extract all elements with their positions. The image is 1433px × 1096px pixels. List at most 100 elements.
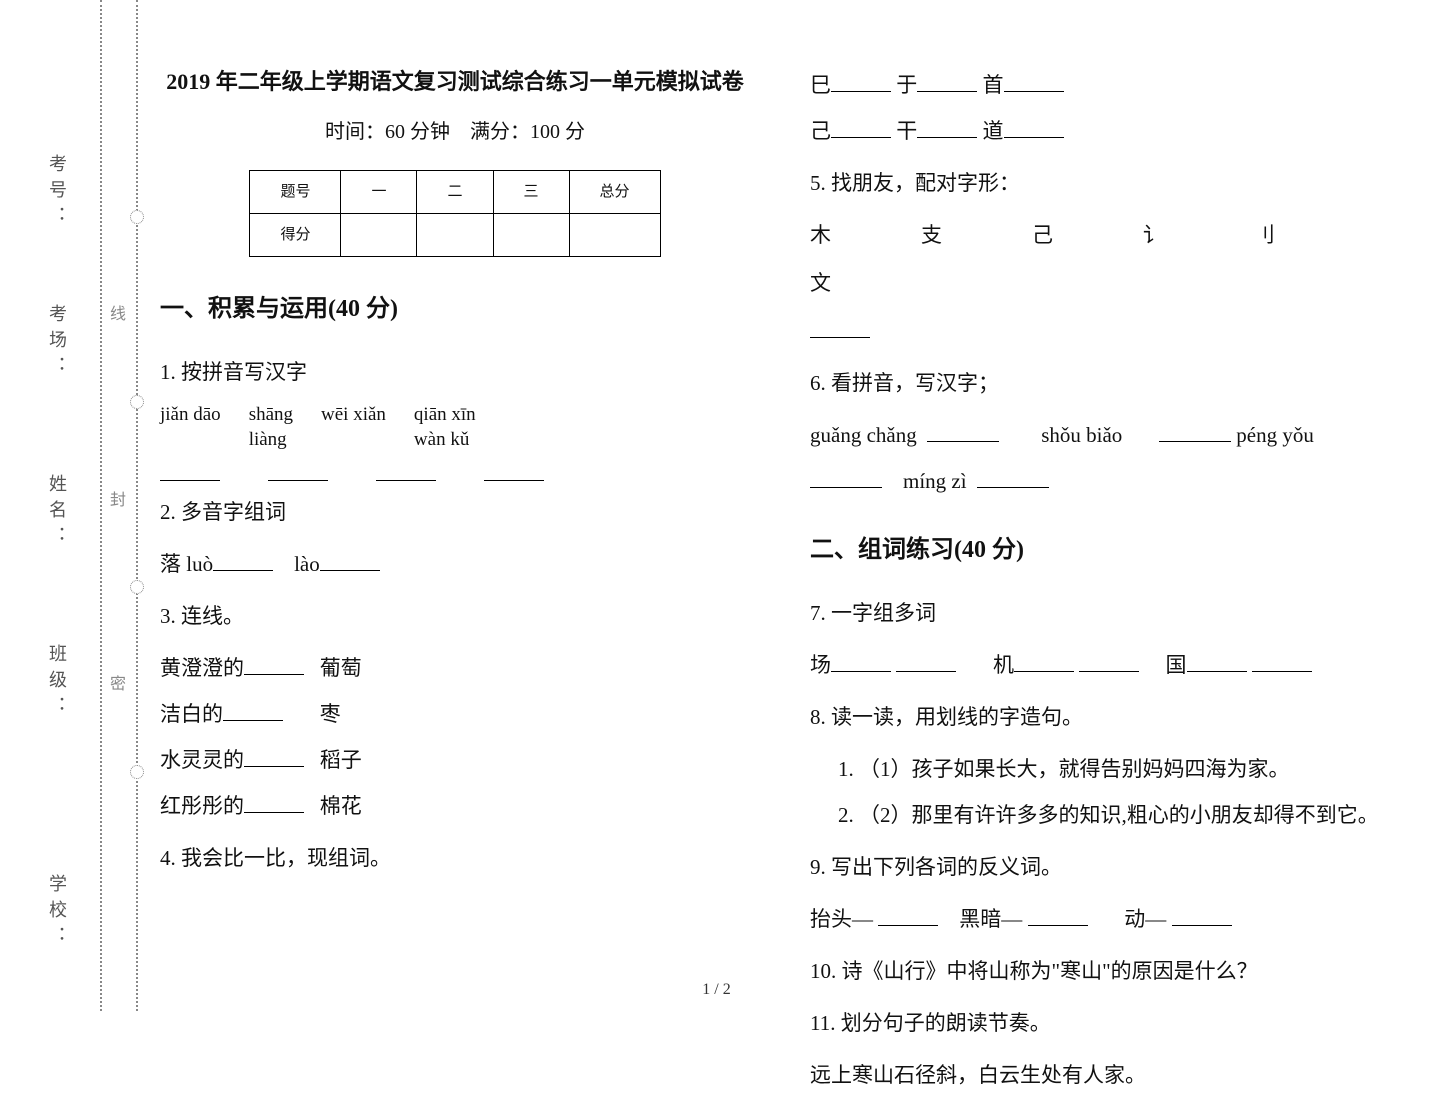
q8-title: 8. 读一读，用划线的字造句。 — [810, 696, 1400, 738]
dotted-line-right — [136, 0, 138, 1011]
pinyin-cell: jiǎn dāo — [160, 403, 221, 452]
pinyin-cell: qiān xīn wàn kǔ — [414, 403, 476, 452]
q6-line2: míng zì — [810, 460, 1400, 502]
q7-char: 场 — [810, 653, 831, 677]
q1-blanks — [160, 458, 750, 481]
q2-line: 落 luò lào — [160, 543, 750, 585]
score-col: 二 — [417, 171, 493, 214]
answer-blank[interactable] — [1014, 649, 1074, 672]
pinyin: jiǎn dāo — [160, 403, 221, 428]
binding-label-banji: 班级： — [44, 640, 70, 726]
score-row-label: 题号 — [250, 171, 341, 214]
answer-blank[interactable] — [810, 315, 870, 338]
q6-pinyin: guǎng chǎng — [810, 423, 917, 447]
pinyin: liàng — [249, 428, 293, 453]
q9-title: 9. 写出下列各词的反义词。 — [810, 846, 1400, 888]
exam-title: 2019 年二年级上学期语文复习测试综合练习一单元模拟试卷 — [160, 60, 750, 104]
strip-char-mi: 密 — [110, 670, 126, 694]
q7-line: 场 机 国 — [810, 644, 1400, 686]
pinyin: wēi xiǎn — [321, 403, 386, 428]
binding-label-kaohao: 考号： — [44, 150, 70, 236]
q3-left: 黄澄澄的 — [160, 656, 244, 680]
q4-char: 己 — [810, 119, 831, 143]
q5-char: 支 — [921, 214, 942, 256]
section-1-title: 一、积累与运用(40 分) — [160, 285, 750, 333]
q3-pair: 水灵灵的 稻子 — [160, 739, 750, 781]
binding-label-kaochang: 考场： — [44, 300, 70, 386]
page-content: 2019 年二年级上学期语文复习测试综合练习一单元模拟试卷 时间：60 分钟 满… — [160, 60, 1400, 960]
q5-char: 文 — [810, 262, 831, 304]
answer-blank[interactable] — [1004, 115, 1064, 138]
answer-blank[interactable] — [917, 115, 977, 138]
q11-line: 远上寒山石径斜，白云生处有人家。 — [810, 1054, 1400, 1096]
dotted-line-left — [100, 0, 102, 1011]
answer-blank[interactable] — [213, 548, 273, 571]
answer-blank[interactable] — [1079, 649, 1139, 672]
table-row: 得分 — [250, 214, 660, 257]
q9-item: 黑暗— — [959, 907, 1022, 931]
q3-right: 棉花 — [320, 794, 362, 818]
score-cell[interactable] — [417, 214, 493, 257]
answer-blank[interactable] — [1028, 903, 1088, 926]
page-number: 1 / 2 — [702, 981, 730, 999]
q3-left: 水灵灵的 — [160, 748, 244, 772]
answer-blank[interactable] — [1187, 649, 1247, 672]
q4-row: 巳 于 首 — [810, 64, 1400, 106]
pinyin: wàn kǔ — [414, 428, 476, 453]
q3-pair: 黄澄澄的 葡萄 — [160, 647, 750, 689]
binding-label-xingming: 姓名： — [44, 470, 70, 556]
q7-char: 机 — [993, 653, 1014, 677]
q3-right: 葡萄 — [320, 656, 362, 680]
answer-blank[interactable] — [1172, 903, 1232, 926]
q1-pinyin-row: jiǎn dāo shāng liàng wēi xiǎn qiān xīn w… — [160, 403, 750, 452]
binding-circle — [130, 580, 144, 594]
q1-title: 1. 按拼音写汉字 — [160, 351, 750, 393]
q3-title: 3. 连线。 — [160, 595, 750, 637]
score-col: 三 — [493, 171, 569, 214]
answer-blank[interactable] — [831, 115, 891, 138]
q6-pinyin: míng zì — [903, 469, 967, 493]
answer-blank[interactable] — [244, 744, 304, 767]
answer-blank[interactable] — [244, 790, 304, 813]
answer-blank[interactable] — [223, 698, 283, 721]
answer-blank[interactable] — [160, 458, 220, 481]
q6-pinyin: péng yǒu — [1236, 423, 1314, 447]
answer-blank[interactable] — [376, 458, 436, 481]
answer-blank[interactable] — [878, 903, 938, 926]
right-column: 巳 于 首 己 干 道 5. 找朋友，配对字形： 木 支 己 讠 刂 文 6. … — [810, 60, 1400, 960]
q11-title: 11. 划分句子的朗读节奏。 — [810, 1002, 1400, 1044]
q7-char: 国 — [1166, 653, 1187, 677]
answer-blank[interactable] — [320, 548, 380, 571]
answer-blank[interactable] — [810, 465, 882, 488]
answer-blank[interactable] — [896, 649, 956, 672]
answer-blank[interactable] — [927, 419, 999, 442]
answer-blank[interactable] — [917, 69, 977, 92]
q5-char: 讠 — [1143, 214, 1164, 256]
q9-item: 动— — [1124, 907, 1166, 931]
score-cell[interactable] — [493, 214, 569, 257]
q8-line2: 2. （2）那里有许许多多的知识,粗心的小朋友却得不到它。 — [810, 794, 1400, 836]
score-cell[interactable] — [341, 214, 417, 257]
answer-blank[interactable] — [484, 458, 544, 481]
answer-blank[interactable] — [244, 652, 304, 675]
section-2-title: 二、组词练习(40 分) — [810, 526, 1400, 574]
q5-char: 己 — [1032, 214, 1053, 256]
binding-circle — [130, 210, 144, 224]
answer-blank[interactable] — [1004, 69, 1064, 92]
q5-char: 木 — [810, 214, 831, 256]
binding-strip: 线 封 密 考号： 考场： 姓名： 班级： 学校： — [48, 0, 138, 1011]
score-table: 题号 一 二 三 总分 得分 — [249, 170, 660, 257]
answer-blank[interactable] — [831, 69, 891, 92]
answer-blank[interactable] — [268, 458, 328, 481]
answer-blank[interactable] — [1159, 419, 1231, 442]
exam-subtitle: 时间：60 分钟 满分：100 分 — [160, 112, 750, 152]
pinyin-cell: shāng liàng — [249, 403, 293, 452]
q2-a: 落 luò — [160, 552, 213, 576]
answer-blank[interactable] — [1252, 649, 1312, 672]
time-label: 时间：60 分钟 — [325, 121, 450, 143]
q9-line: 抬头— 黑暗— 动— — [810, 898, 1400, 940]
q4-title: 4. 我会比一比，现组词。 — [160, 837, 750, 879]
answer-blank[interactable] — [977, 465, 1049, 488]
answer-blank[interactable] — [831, 649, 891, 672]
score-cell[interactable] — [569, 214, 660, 257]
